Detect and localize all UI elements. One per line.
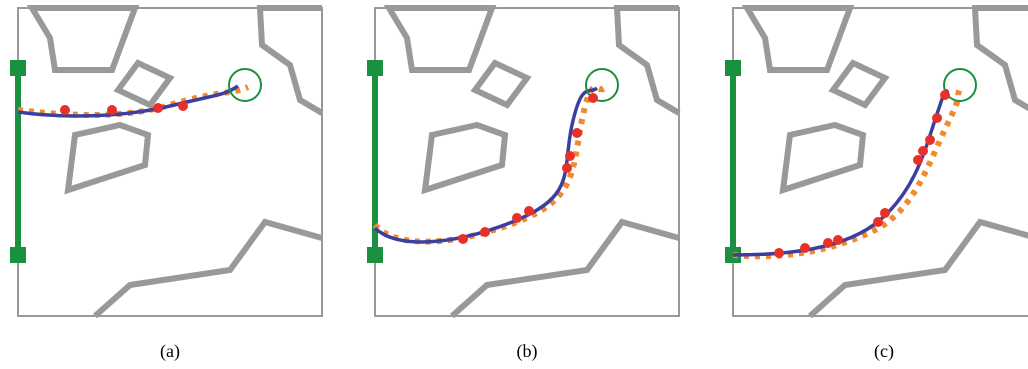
panel-a (10, 8, 322, 316)
caption: (a) (160, 341, 180, 362)
panel-c (725, 8, 1028, 316)
panel-b (367, 8, 679, 316)
caption: (b) (517, 341, 538, 362)
caption: (c) (874, 341, 894, 362)
